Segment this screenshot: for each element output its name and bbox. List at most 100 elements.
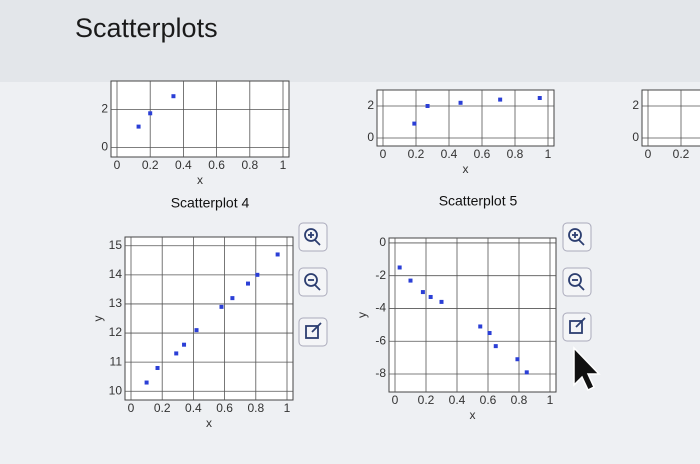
point [498,97,503,102]
x-tick-label: 0.2 [154,401,171,415]
point [458,100,463,105]
x-tick-label: 0.2 [408,147,425,161]
point [174,351,179,356]
y-tick-label: 2 [101,102,108,116]
y-tick-label: 0 [379,235,386,249]
point [515,357,520,362]
point [487,331,492,336]
y-tick-label: 10 [109,383,123,397]
x-axis-label: x [470,408,476,422]
y-tick-label: -6 [375,333,386,347]
x-tick-label: 0.6 [216,401,233,415]
y-tick-label: 15 [109,238,123,252]
point [537,96,542,100]
x-tick-label: 0.6 [480,393,497,407]
cursor [573,346,601,392]
toolbar-5 [562,222,592,342]
y-axis-label: y [355,312,369,318]
chart-title: Scatterplot 4 [171,195,250,211]
x-axis-label: x [206,416,212,430]
x-tick-label: 0.4 [449,393,466,407]
x-tick-label: 0.2 [142,158,159,172]
point [275,252,280,257]
x-tick-label: 0.4 [185,401,202,415]
x-axis-label: x [463,162,469,176]
point [428,294,433,299]
x-tick-label: 1 [280,158,287,172]
point [182,342,187,347]
point [148,111,153,116]
point [136,124,141,129]
point [171,94,176,99]
point [397,265,402,270]
x-tick-label: 0 [128,401,135,415]
point [478,324,483,329]
point [420,290,425,295]
x-tick-label: 0.8 [511,393,528,407]
x-tick-label: 0.2 [673,147,690,161]
x-tick-label: 1 [284,401,291,415]
page-title: Scatterplots [75,13,218,43]
scatter-chart: 0 0.2 0.4 0.6 0.8 1 0 2 x [101,80,290,187]
y-tick-label: 0 [632,130,639,144]
y-tick-label: 11 [110,354,123,368]
point [425,104,430,108]
popout-button[interactable] [298,317,328,347]
x-tick-label: 0.6 [208,158,225,172]
point [439,299,444,304]
plot-area [124,236,294,401]
popout-button[interactable] [562,312,592,342]
point [255,272,260,277]
x-tick-label: 0.8 [247,401,264,415]
y-tick-label: 13 [109,296,123,310]
point [219,304,224,309]
y-tick-label: -8 [375,366,386,380]
point [408,278,413,283]
scatter-chart: 0 0.2 0.4 0.6 0.8 1 0 -2 -4 -6 -8 x y Scatterplot 5 [355,193,557,422]
x-tick-label: 0.6 [474,147,491,161]
scatter-chart: 0 0.2 0 2 [632,89,700,161]
x-tick-label: 0 [380,147,387,161]
zoom-out-button[interactable] [298,267,328,297]
x-tick-label: 1 [545,147,552,161]
chart-title: Scatterplot 5 [439,193,518,209]
scatter-chart: 0 0.2 0.4 0.6 0.8 1 0 2 x [367,89,555,176]
y-tick-label: 2 [632,98,639,112]
x-tick-label: 0 [392,393,399,407]
y-tick-label: 0 [367,130,374,144]
scatter-chart: 0 0.2 0.4 0.6 0.8 1 10 11 12 13 14 15 x y Scatterplot … [91,195,294,430]
x-tick-label: 1 [547,393,554,407]
plot-area [641,89,700,147]
point [246,281,250,286]
x-tick-label: 0 [114,158,121,172]
x-tick-label: 0.4 [441,147,458,161]
point [524,370,529,375]
y-tick-label: 0 [101,140,108,154]
zoom-in-button[interactable] [298,222,328,252]
point [144,380,149,385]
x-tick-label: 0.8 [507,147,524,161]
plot-area [388,237,557,393]
y-tick-label: 12 [109,325,123,339]
y-axis-label: y [91,316,105,322]
plot-area [110,80,290,158]
x-tick-label: 0.8 [241,158,258,172]
plot-area [376,89,555,147]
point [230,296,235,301]
zoom-out-button[interactable] [562,267,592,297]
point [194,328,199,333]
y-tick-label: 2 [367,98,374,112]
y-tick-label: 14 [109,267,123,281]
x-tick-label: 0.2 [418,393,435,407]
y-tick-label: -2 [375,268,386,282]
toolbar-4 [298,222,328,347]
y-tick-label: -4 [375,301,386,315]
point [155,365,160,370]
x-axis-label: x [197,173,203,187]
point [412,121,417,126]
zoom-in-button[interactable] [562,222,592,252]
x-tick-label: 0.4 [175,158,192,172]
point [493,344,498,349]
